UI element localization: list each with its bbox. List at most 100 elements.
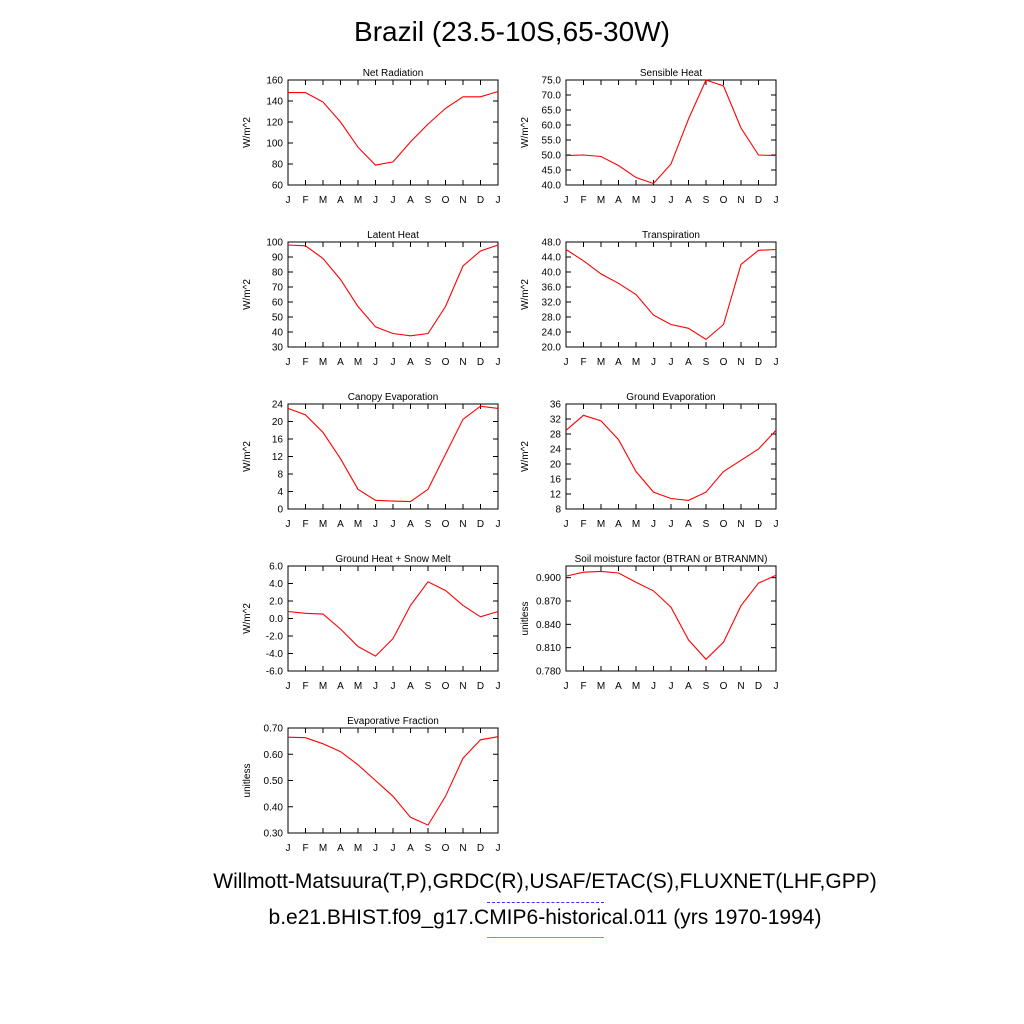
x-tick-label: M	[354, 843, 362, 854]
y-tick-label: 50	[272, 313, 284, 324]
y-tick-label: 36	[550, 400, 562, 411]
y-tick-label: 0.870	[536, 597, 561, 608]
x-tick-label: J	[496, 357, 501, 368]
plot-frame	[287, 79, 499, 186]
panel-title: Net Radiation	[363, 68, 424, 79]
series-line	[565, 570, 777, 661]
y-tick-label: 160	[266, 76, 283, 87]
series-line	[288, 90, 499, 166]
y-tick-label: 44.0	[542, 253, 562, 264]
x-tick-label: J	[651, 681, 656, 692]
y-tick-label: 40.0	[542, 268, 562, 279]
x-tick-label: M	[632, 519, 640, 530]
y-tick-label: 50.0	[542, 151, 562, 162]
x-tick-label: O	[442, 519, 450, 530]
x-tick-label: A	[407, 843, 414, 854]
x-tick-label: A	[337, 519, 344, 530]
x-tick-label: J	[286, 681, 291, 692]
series-line	[565, 248, 777, 341]
y-tick-label: -2.0	[266, 632, 284, 643]
chart-panel: Evaporative Fraction unitless 0.30 0.40 0.50…	[242, 716, 501, 854]
y-tick-label: 55.0	[542, 136, 562, 147]
x-tick-label: A	[685, 195, 692, 206]
y-tick-label: -4.0	[266, 649, 284, 660]
x-tick-label: O	[442, 681, 450, 692]
x-tick-label: N	[737, 681, 744, 692]
x-tick-label: M	[597, 357, 605, 368]
x-tick-label: J	[669, 681, 674, 692]
y-axis-label: W/m^2	[242, 117, 253, 148]
y-tick-label: 65.0	[542, 106, 562, 117]
x-tick-label: N	[737, 519, 744, 530]
y-tick-label: 0.60	[264, 750, 284, 761]
plot-frame	[287, 403, 499, 510]
x-tick-label: J	[391, 681, 396, 692]
x-tick-label: J	[774, 195, 779, 206]
y-tick-label: 0.900	[536, 573, 561, 584]
x-tick-label: M	[319, 843, 327, 854]
y-tick-label: 20	[550, 460, 562, 471]
x-tick-label: J	[774, 357, 779, 368]
y-tick-label: 12	[550, 490, 562, 501]
y-tick-label: -6.0	[266, 667, 284, 678]
x-tick-label: O	[720, 195, 728, 206]
x-tick-label: S	[425, 843, 432, 854]
observations-caption: Willmott-Matsuura(T,P),GRDC(R),USAF/ETAC…	[213, 870, 877, 893]
x-tick-label: A	[685, 357, 692, 368]
x-tick-label: J	[774, 681, 779, 692]
y-tick-label: 20	[272, 417, 284, 428]
model-legend-line	[487, 937, 604, 938]
x-tick-label: A	[615, 519, 622, 530]
y-tick-label: 75.0	[542, 76, 562, 87]
panel-title: Transpiration	[642, 230, 700, 241]
x-tick-label: J	[286, 843, 291, 854]
x-tick-label: F	[580, 519, 586, 530]
y-tick-label: 80	[272, 268, 284, 279]
chart-panel: Sensible Heat W/m^2 40.0 45.0 50.0 55.0 60.0 65…	[520, 68, 779, 206]
x-tick-label: J	[286, 195, 291, 206]
series-line	[565, 79, 777, 185]
x-tick-label: D	[477, 357, 484, 368]
x-tick-label: J	[564, 681, 569, 692]
x-tick-label: S	[703, 357, 710, 368]
y-tick-label: 2.0	[269, 597, 283, 608]
x-tick-label: S	[425, 519, 432, 530]
x-tick-label: A	[337, 843, 344, 854]
plot-frame	[565, 565, 777, 672]
y-tick-label: 6.0	[269, 562, 283, 573]
x-tick-label: J	[564, 357, 569, 368]
plot-frame	[287, 727, 499, 834]
x-tick-label: A	[407, 195, 414, 206]
y-tick-label: 24	[272, 400, 284, 411]
x-tick-label: O	[442, 357, 450, 368]
x-tick-label: A	[615, 681, 622, 692]
x-tick-label: M	[354, 519, 362, 530]
x-tick-label: A	[337, 681, 344, 692]
x-tick-label: O	[442, 843, 450, 854]
x-tick-label: M	[597, 519, 605, 530]
y-tick-label: 90	[272, 253, 284, 264]
x-tick-label: F	[302, 519, 308, 530]
x-tick-label: J	[373, 843, 378, 854]
chart-panel: Transpiration W/m^2 20.0 24.0 28.0 32.0 36.0 40…	[520, 230, 779, 368]
x-tick-label: A	[337, 195, 344, 206]
x-tick-label: J	[373, 519, 378, 530]
y-tick-label: 20.0	[542, 343, 562, 354]
x-tick-label: J	[651, 519, 656, 530]
x-tick-label: S	[425, 681, 432, 692]
x-tick-label: A	[407, 519, 414, 530]
x-tick-label: D	[755, 195, 762, 206]
x-tick-label: F	[580, 357, 586, 368]
y-tick-label: 16	[272, 435, 284, 446]
x-tick-label: D	[477, 195, 484, 206]
x-tick-label: J	[651, 357, 656, 368]
x-tick-label: D	[477, 681, 484, 692]
x-tick-label: J	[564, 195, 569, 206]
x-tick-label: O	[720, 519, 728, 530]
series-line	[287, 736, 499, 826]
y-tick-label: 0.0	[269, 614, 283, 625]
y-tick-label: 120	[266, 118, 283, 129]
